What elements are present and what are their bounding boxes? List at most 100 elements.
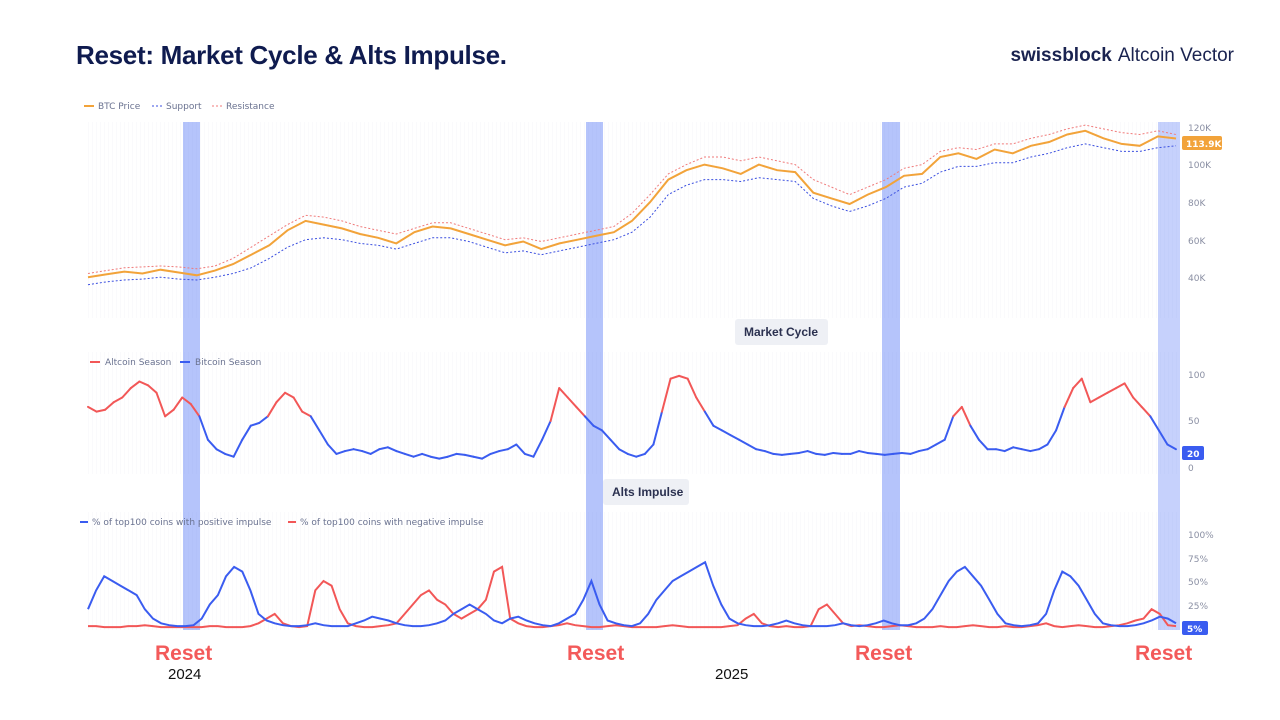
market-cycle-label: Market Cycle xyxy=(735,319,828,345)
market-cycle-segment xyxy=(284,391,295,399)
market-cycle-segment xyxy=(498,448,509,453)
market-cycle-segment xyxy=(806,450,818,455)
cycle-legend: Altcoin Season Bitcoin Season xyxy=(90,358,261,368)
market-cycle-segment xyxy=(669,374,681,380)
market-cycle-segment xyxy=(1149,415,1160,432)
market-cycle-segment xyxy=(652,410,663,446)
reset-band-3 xyxy=(882,122,900,630)
market-cycle-segment xyxy=(866,451,878,455)
market-cycle-segment xyxy=(1020,448,1032,453)
market-cycle-segment xyxy=(1046,429,1058,446)
market-cycle-title: Market Cycle xyxy=(744,325,818,339)
market-cycle-segment xyxy=(241,424,252,441)
market-cycle-segment xyxy=(146,384,158,394)
tick-25pct: 25% xyxy=(1188,602,1208,612)
tick-100k: 100K xyxy=(1188,161,1212,171)
series-positive-impulse xyxy=(87,560,1177,628)
market-cycle-segment xyxy=(875,452,886,456)
year-2025: 2025 xyxy=(715,666,748,683)
impulse-last-value-pill: 5% xyxy=(1182,621,1208,635)
market-cycle-segment xyxy=(129,380,141,390)
market-cycle-segment xyxy=(849,450,861,455)
market-cycle-segment xyxy=(995,448,1006,453)
tick-100pct: 100% xyxy=(1188,531,1214,541)
legend-positive-impulse: % of top100 coins with positive impulse xyxy=(92,518,272,528)
market-cycle-segment xyxy=(249,421,261,427)
series-btc-price xyxy=(87,129,1177,279)
market-cycle-segment xyxy=(952,405,963,418)
market-cycle-segment xyxy=(326,443,338,455)
tick-75pct: 75% xyxy=(1188,555,1208,565)
market-cycle-segment xyxy=(292,396,304,413)
market-cycle-segment xyxy=(412,452,424,458)
market-cycle-segment xyxy=(1063,387,1075,408)
market-cycle-segment xyxy=(969,424,980,441)
market-cycle-segment xyxy=(155,391,167,418)
market-cycle-segment xyxy=(95,408,107,413)
market-cycle-segment xyxy=(909,450,920,455)
market-cycle-segment xyxy=(549,387,561,422)
market-cycle-segment xyxy=(712,424,723,432)
price-legend: BTC Price Support Resistance xyxy=(84,102,275,112)
market-cycle-segment xyxy=(1123,382,1135,399)
market-cycle-segment xyxy=(1166,443,1177,451)
market-cycle-segment xyxy=(541,420,552,441)
market-cycle-segment xyxy=(738,438,749,446)
series-support xyxy=(87,143,1177,286)
reset-bands xyxy=(183,122,1180,630)
market-cycle-segment xyxy=(344,448,355,453)
market-cycle-segment xyxy=(686,377,698,399)
market-cycle-segment xyxy=(232,438,244,458)
market-cycle-segment xyxy=(935,438,946,446)
legend-negative-impulse: % of top100 coins with negative impulse xyxy=(300,518,484,528)
market-cycle-segment xyxy=(446,452,458,458)
tick-50: 50 xyxy=(1188,417,1200,427)
market-cycle-segment xyxy=(395,450,406,455)
market-cycle-segment xyxy=(523,452,535,458)
year-labels: 2024 2025 xyxy=(168,666,748,683)
market-cycle-segment xyxy=(592,424,604,432)
market-cycle-segment xyxy=(455,452,466,456)
legend-altcoin-season: Altcoin Season xyxy=(105,358,171,368)
legend-resistance: Resistance xyxy=(226,102,275,112)
market-cycle-segment xyxy=(643,443,655,455)
market-cycle-segment xyxy=(258,415,269,424)
market-cycle-segment xyxy=(1157,429,1169,446)
tick-120k: 120K xyxy=(1188,124,1212,134)
market-cycle-segment xyxy=(729,434,741,441)
market-cycle-segment xyxy=(386,446,398,453)
market-cycle-segment xyxy=(703,410,715,427)
market-cycle-segment xyxy=(720,429,732,437)
market-cycle-segment xyxy=(626,452,638,458)
market-cycle-segment xyxy=(429,455,441,460)
tick-40k: 40K xyxy=(1188,274,1206,284)
market-cycle-segment xyxy=(678,374,689,380)
market-cycle-segment xyxy=(917,448,929,453)
market-cycle-segment xyxy=(403,452,415,458)
brand-name: swissblock xyxy=(1010,45,1112,66)
market-cycle-segment xyxy=(301,410,312,418)
market-cycle-segment xyxy=(506,443,518,451)
legend-bitcoin-season: Bitcoin Season xyxy=(195,358,261,368)
market-cycle-segment xyxy=(189,403,201,418)
market-cycle-segment xyxy=(438,455,449,460)
market-cycle-segment xyxy=(575,405,586,418)
market-cycle-segment xyxy=(532,438,544,458)
legend-support: Support xyxy=(166,102,202,112)
price-y-ticks: 120K 100K 80K 60K 40K xyxy=(1188,124,1212,284)
market-cycle-segment xyxy=(121,387,132,399)
market-cycle-segment xyxy=(977,438,989,451)
year-2024: 2024 xyxy=(168,666,201,683)
reset-label-4: Reset xyxy=(1135,642,1192,665)
impulse-y-ticks: 100% 75% 50% 25% xyxy=(1188,531,1214,612)
panel-backgrounds xyxy=(88,122,1180,630)
reset-band-4 xyxy=(1158,122,1180,630)
market-cycle-segment xyxy=(1115,382,1126,390)
market-cycle-segment xyxy=(780,452,792,456)
cycle-y-ticks: 100 50 0 xyxy=(1188,371,1205,474)
reset-labels: Reset Reset Reset Reset xyxy=(155,642,1192,665)
price-last-value: 113.9K xyxy=(1186,140,1222,150)
market-cycle-segment xyxy=(164,408,175,418)
market-cycle-segment xyxy=(943,415,955,441)
